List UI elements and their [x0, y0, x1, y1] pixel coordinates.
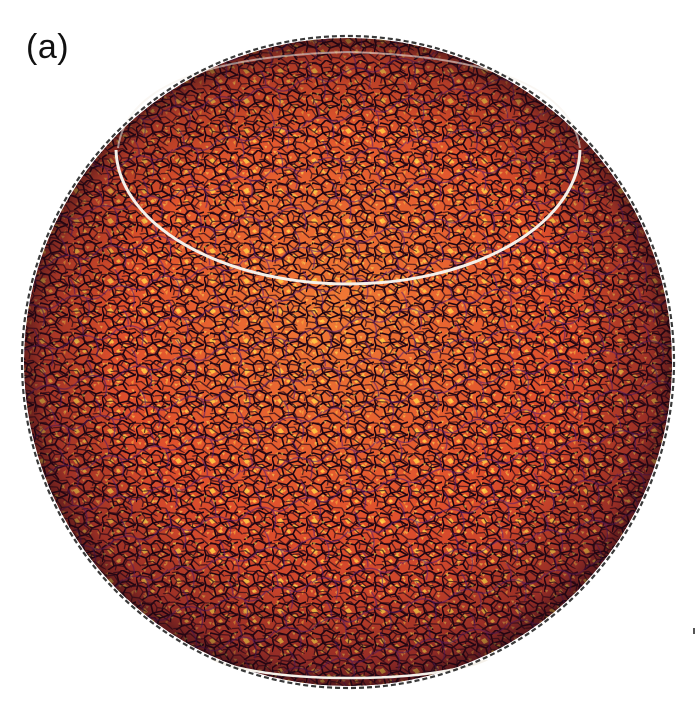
upper-ring-back [117, 50, 581, 149]
small-marker [693, 628, 695, 634]
sphere-dashed-outline [20, 34, 676, 690]
sphere-surface [24, 38, 672, 686]
panel-label: (a) [26, 28, 70, 66]
lower-latitude-ring [211, 660, 489, 680]
upper-latitude-ring [114, 150, 582, 286]
